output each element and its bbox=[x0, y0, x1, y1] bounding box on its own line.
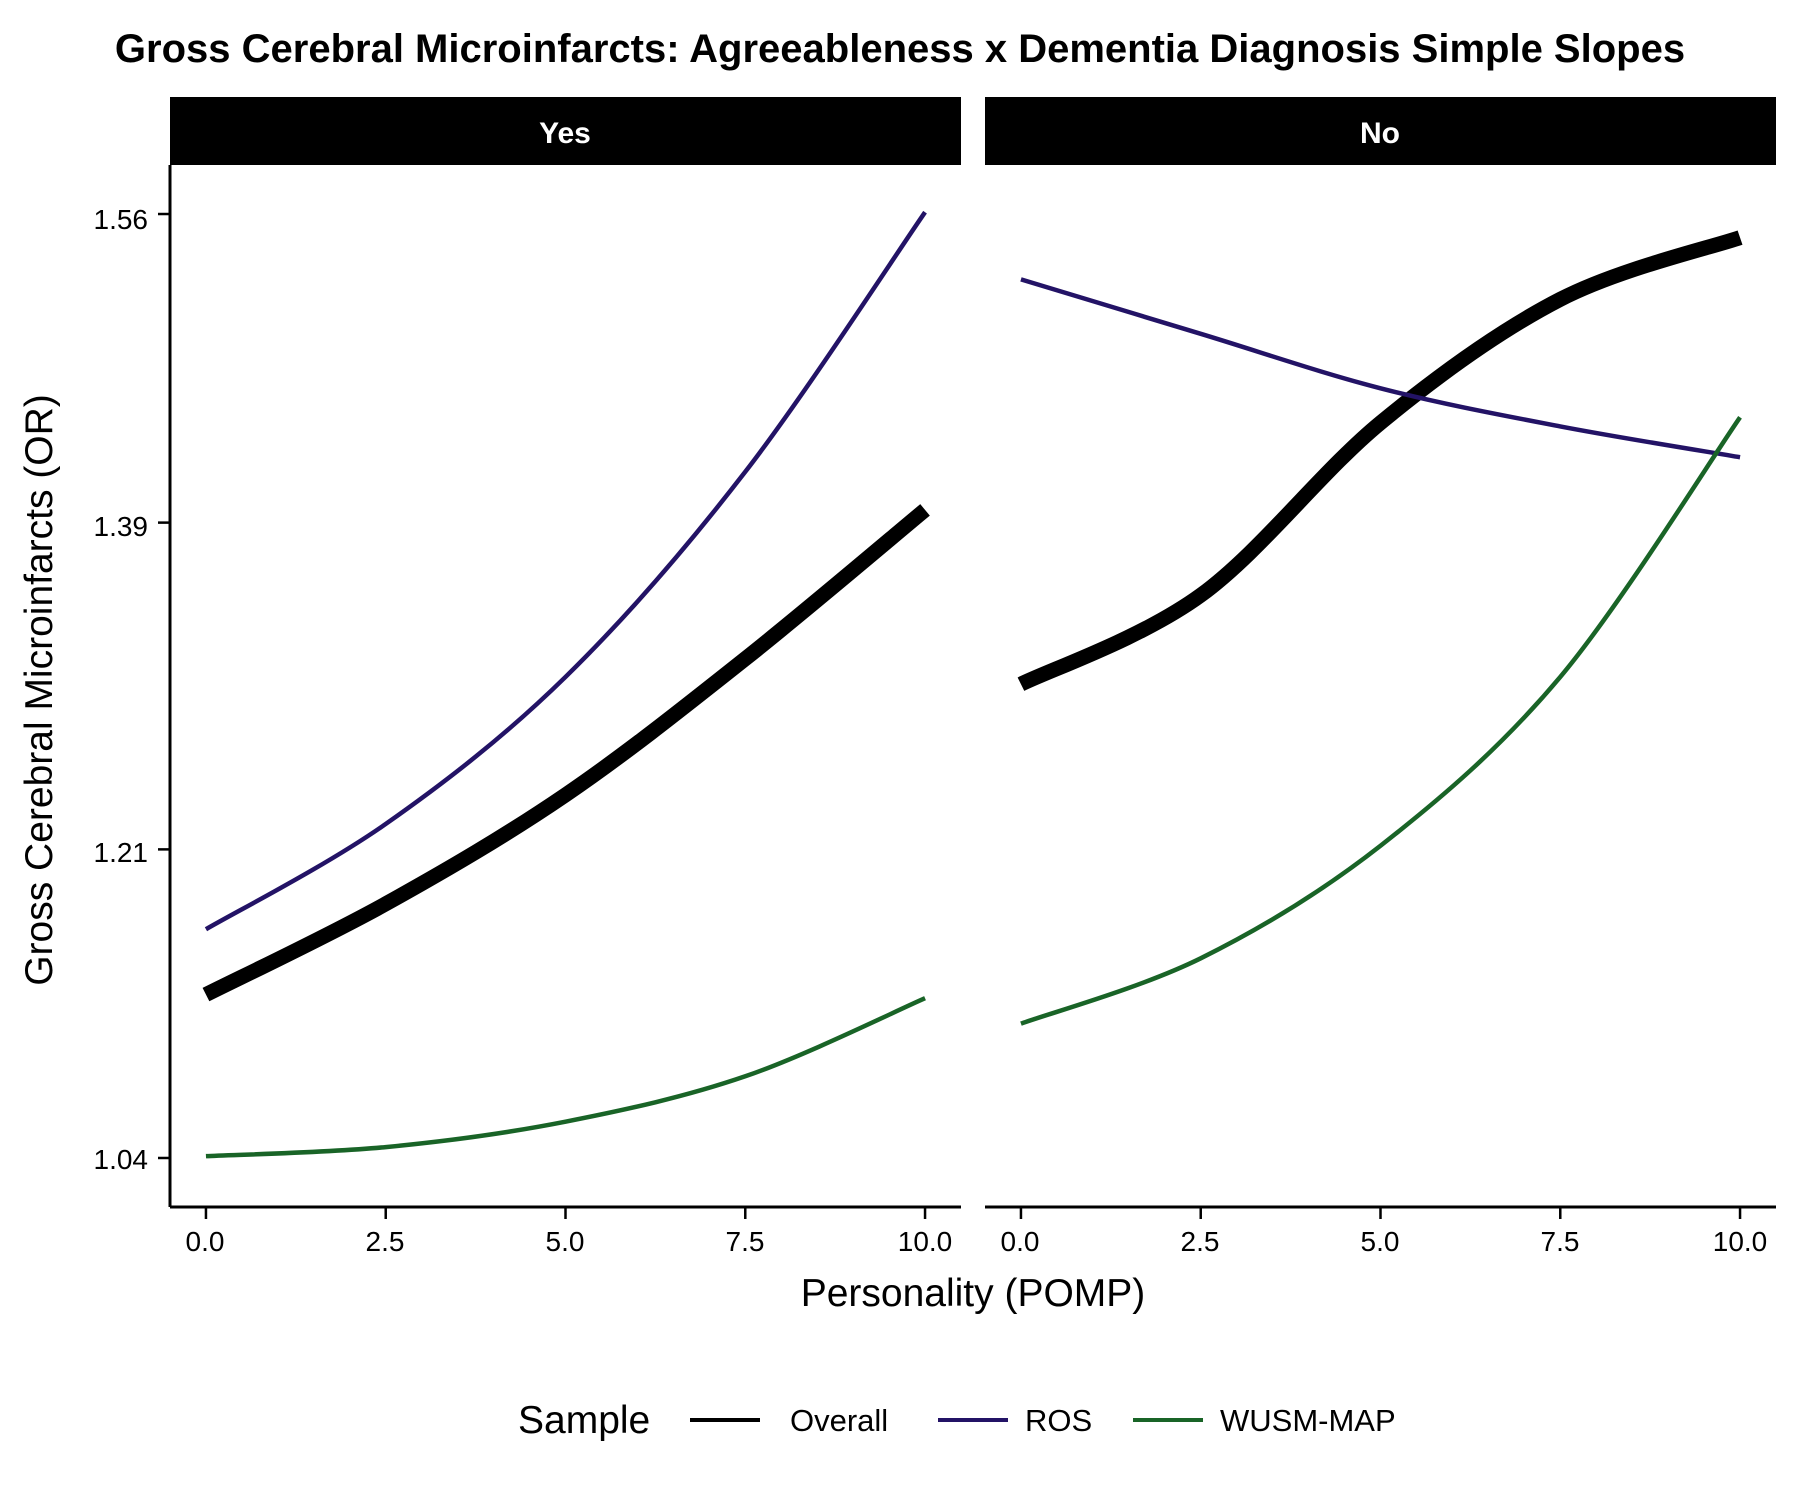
x-tick-label-yes-1: 0.0 bbox=[186, 1226, 225, 1257]
x-tick-label-yes-5: 10.0 bbox=[898, 1226, 953, 1257]
y-tick-label-3: 1.39 bbox=[94, 511, 149, 542]
x-tick-label-no-3: 5.0 bbox=[1361, 1226, 1400, 1257]
y-axis-title: Gross Cerebral Microinfarcts (OR) bbox=[18, 394, 61, 986]
series-line-no-overall bbox=[1017, 230, 1743, 691]
facet-strip-label-no: No bbox=[1360, 117, 1400, 150]
facet-strip-yes bbox=[170, 97, 961, 165]
legend-label-wusm-map: WUSM-MAP bbox=[1220, 1403, 1396, 1438]
x-tick-label-yes-3: 5.0 bbox=[546, 1226, 585, 1257]
legend-label-ros: ROS bbox=[1025, 1403, 1092, 1438]
series-line-yes-wusm-map bbox=[205, 996, 926, 1159]
legend-label-overall: Overall bbox=[790, 1403, 888, 1438]
panels-layer bbox=[158, 165, 1776, 1219]
series-line-yes-ros bbox=[204, 210, 927, 932]
legend-title: Sample bbox=[518, 1399, 650, 1442]
facet-strip-no bbox=[985, 97, 1776, 165]
chart-title: Gross Cerebral Microinfarcts: Agreeablen… bbox=[115, 27, 1685, 71]
facet-strip-label-yes: Yes bbox=[539, 117, 591, 150]
y-tick-label-1: 1.04 bbox=[94, 1144, 149, 1175]
x-tick-label-yes-4: 7.5 bbox=[726, 1226, 765, 1257]
y-tick-label-4: 1.56 bbox=[94, 204, 149, 235]
x-tick-label-no-4: 7.5 bbox=[1541, 1226, 1580, 1257]
x-tick-label-no-2: 2.5 bbox=[1181, 1226, 1220, 1257]
x-tick-label-yes-2: 2.5 bbox=[366, 1226, 405, 1257]
x-axis-title: Personality (POMP) bbox=[801, 1272, 1146, 1315]
x-tick-label-no-5: 10.0 bbox=[1713, 1226, 1768, 1257]
series-line-no-wusm-map bbox=[1020, 416, 1742, 1026]
series-line-no-ros bbox=[1020, 277, 1741, 460]
y-tick-label-2: 1.21 bbox=[94, 837, 149, 868]
series-line-yes-overall bbox=[202, 504, 930, 1002]
x-tick-label-no-1: 0.0 bbox=[1001, 1226, 1040, 1257]
